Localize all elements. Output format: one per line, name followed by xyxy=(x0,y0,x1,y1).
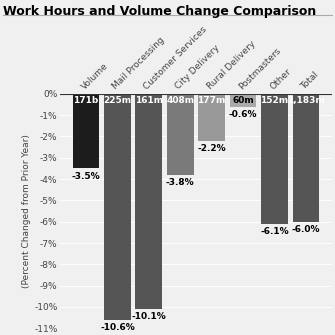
Text: Work Hours and Volume Change Comparison: Work Hours and Volume Change Comparison xyxy=(3,5,317,18)
Text: 152m: 152m xyxy=(261,95,288,105)
Text: -10.6%: -10.6% xyxy=(100,323,135,332)
Text: -6.1%: -6.1% xyxy=(260,227,289,236)
Text: -3.5%: -3.5% xyxy=(72,172,100,181)
Bar xyxy=(167,94,194,175)
Y-axis label: (Percent Changed from Prior Year): (Percent Changed from Prior Year) xyxy=(22,134,31,288)
Text: 60m: 60m xyxy=(232,95,254,105)
Text: -6.0%: -6.0% xyxy=(292,225,320,234)
Text: -2.2%: -2.2% xyxy=(197,144,226,153)
Bar xyxy=(73,94,99,169)
Bar xyxy=(230,94,257,107)
Text: 408m: 408m xyxy=(166,95,194,105)
Bar xyxy=(198,94,225,141)
Text: 225m: 225m xyxy=(104,95,131,105)
Text: 177m: 177m xyxy=(198,95,226,105)
Text: 171b: 171b xyxy=(73,95,98,105)
Bar xyxy=(261,94,288,224)
Bar xyxy=(292,94,319,222)
Text: -10.1%: -10.1% xyxy=(131,312,166,321)
Text: -3.8%: -3.8% xyxy=(166,178,195,187)
Text: 1,183m: 1,183m xyxy=(287,95,325,105)
Bar xyxy=(104,94,131,320)
Text: 161m: 161m xyxy=(135,95,163,105)
Text: -0.6%: -0.6% xyxy=(229,110,257,119)
Bar xyxy=(135,94,162,309)
